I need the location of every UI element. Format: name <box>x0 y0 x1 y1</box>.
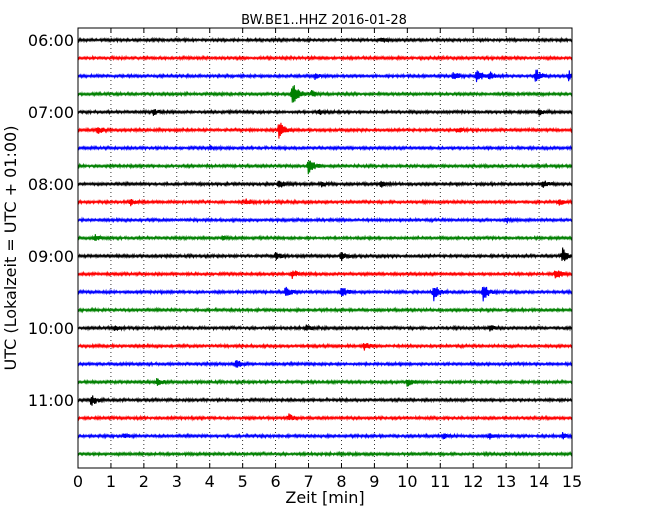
y-tick-label: 07:00 <box>28 103 74 122</box>
trace-line <box>77 234 573 242</box>
x-tick-label: 5 <box>238 472 248 491</box>
trace-line <box>77 180 573 188</box>
trace-line <box>77 286 573 302</box>
x-tick-label: 2 <box>139 472 149 491</box>
trace-line <box>77 378 573 387</box>
x-tick-label: 13 <box>496 472 516 491</box>
trace-line <box>77 198 573 207</box>
trace-line <box>77 247 573 262</box>
x-tick-label: 7 <box>303 472 313 491</box>
x-tick-label: 3 <box>172 472 182 491</box>
y-tick-label: 09:00 <box>28 247 74 266</box>
trace-line <box>77 306 573 314</box>
y-tick-label: 06:00 <box>28 31 74 50</box>
grid-lines <box>110 28 540 468</box>
y-ticks: 06:00 07:00 08:00 09:00 10:00 11:00 <box>28 31 572 410</box>
y-tick-label: 10:00 <box>28 319 74 338</box>
trace-line <box>77 122 573 139</box>
x-tick-label: 1 <box>106 472 116 491</box>
y-tick-label: 11:00 <box>28 391 74 410</box>
trace-line <box>77 450 573 458</box>
x-tick-label: 14 <box>529 472 549 491</box>
x-tick-label: 4 <box>205 472 215 491</box>
trace-line <box>77 342 573 351</box>
x-ticks: 0 1 2 3 4 5 6 7 8 9 10 11 12 13 14 15 <box>73 28 582 491</box>
trace-line <box>77 270 573 279</box>
x-tick-label: 11 <box>430 472 450 491</box>
trace-line <box>77 160 573 175</box>
plot-frame <box>77 27 573 469</box>
trace-line <box>77 360 573 368</box>
trace-line <box>77 432 573 440</box>
x-tick-label: 8 <box>336 472 346 491</box>
trace-line <box>77 54 573 62</box>
trace-line <box>77 144 573 152</box>
trace-line <box>77 216 573 224</box>
trace-line <box>77 69 573 83</box>
chart-title: BW.BE1..HHZ 2016-01-28 <box>241 13 407 28</box>
traces-group <box>77 36 573 458</box>
trace-line <box>77 395 573 406</box>
trace-line <box>77 36 573 44</box>
x-tick-label: 6 <box>271 472 281 491</box>
x-tick-label: 15 <box>562 472 582 491</box>
y-tick-label: 08:00 <box>28 175 74 194</box>
trace-line <box>77 413 573 422</box>
x-axis-label: Zeit [min] <box>285 488 364 507</box>
y-axis-label: UTC (Lokalzeit = UTC + 01:00) <box>1 126 20 371</box>
x-tick-label: 9 <box>369 472 379 491</box>
x-tick-label: 0 <box>73 472 83 491</box>
x-tick-label: 12 <box>463 472 483 491</box>
trace-line <box>77 108 573 116</box>
x-tick-label: 10 <box>397 472 417 491</box>
trace-line <box>77 85 573 103</box>
trace-line <box>77 324 573 332</box>
